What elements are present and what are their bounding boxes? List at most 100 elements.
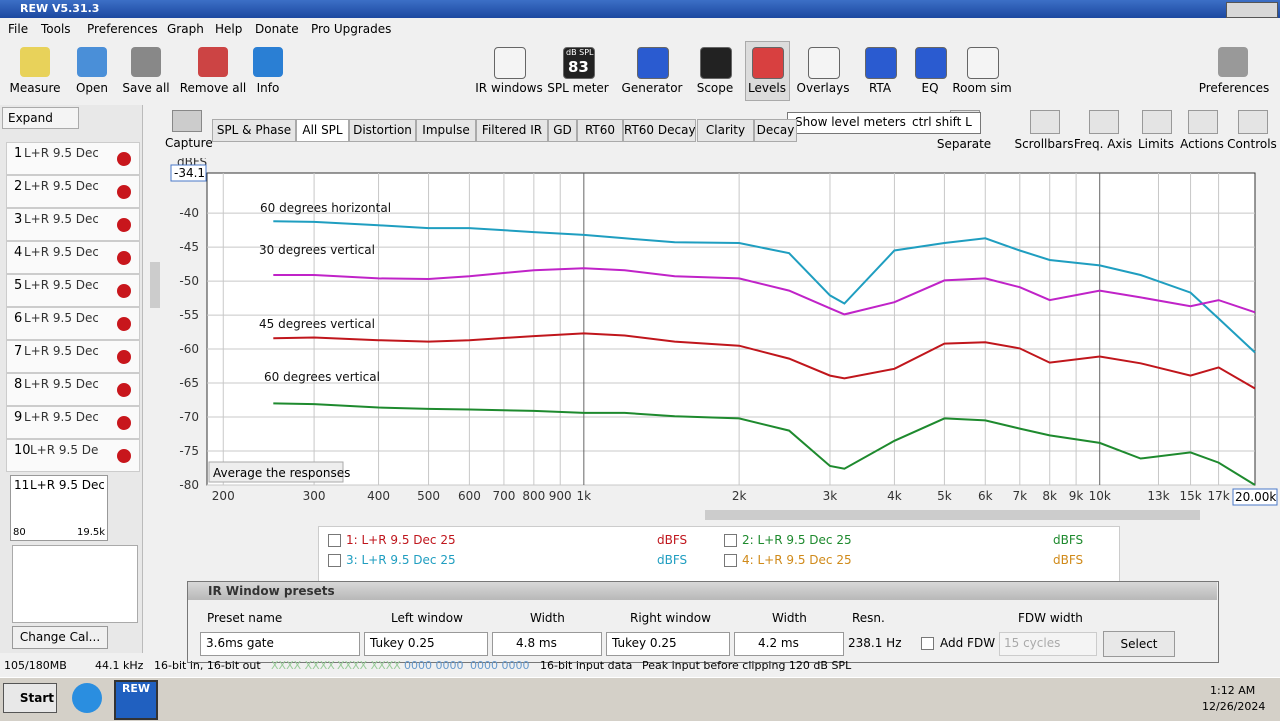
toolbar-label[interactable]: EQ <box>921 81 939 95</box>
toolbar-icon[interactable] <box>253 47 283 77</box>
tab[interactable]: Clarity <box>697 119 754 142</box>
measurement-item[interactable] <box>10 475 108 541</box>
toolbar-label[interactable]: SPL meter <box>547 81 609 95</box>
average-button[interactable] <box>208 461 344 483</box>
measurement-number: 3 <box>14 212 23 227</box>
fdw-checkbox[interactable] <box>921 637 934 650</box>
tool-icon[interactable] <box>1089 110 1119 134</box>
remove-button[interactable] <box>117 218 131 232</box>
h-scrollbar[interactable] <box>705 510 1200 520</box>
dialog-field[interactable] <box>200 632 360 656</box>
toolbar-label[interactable]: Open <box>75 81 109 95</box>
menu-item[interactable]: Pro Upgrades <box>311 22 392 36</box>
tab[interactable]: RT60 Decay <box>623 119 696 142</box>
toolbar-label[interactable]: Info <box>256 81 280 95</box>
tool-label[interactable]: Limits <box>1138 137 1174 151</box>
average-button-label[interactable]: Average the responses <box>213 466 350 480</box>
toolbar-label[interactable]: Save all <box>122 81 170 95</box>
tab[interactable]: All SPL <box>296 119 349 142</box>
toolbar-label[interactable]: RTA <box>868 81 892 95</box>
tool-icon[interactable] <box>1188 110 1218 134</box>
tool-icon[interactable] <box>1142 110 1172 134</box>
toolbar-label[interactable]: IR windows <box>475 81 543 95</box>
toolbar-icon[interactable] <box>752 47 784 79</box>
toolbar-label[interactable]: Room sim <box>952 81 1012 95</box>
menu-item[interactable]: Tools <box>41 22 71 36</box>
toolbar-icon[interactable] <box>637 47 669 79</box>
legend-checkbox[interactable] <box>724 554 737 567</box>
toolbar-label[interactable]: Overlays <box>796 81 850 95</box>
fdw-label[interactable]: Add FDW <box>940 636 996 650</box>
dialog-field[interactable] <box>492 632 602 656</box>
remove-button[interactable] <box>117 284 131 298</box>
x-tick-label: 500 <box>417 489 440 503</box>
toolbar-label[interactable]: Preferences <box>1198 81 1270 95</box>
toolbar-icon[interactable] <box>20 47 50 77</box>
capture-icon[interactable] <box>172 110 202 132</box>
tool-label[interactable]: Separate <box>936 137 992 151</box>
tab[interactable]: RT60 <box>577 119 623 142</box>
menu-item[interactable]: Graph <box>167 22 204 36</box>
capture-label[interactable]: Capture <box>165 136 213 150</box>
toolbar-icon[interactable] <box>131 47 161 77</box>
browser-icon[interactable] <box>72 683 102 713</box>
remove-button[interactable] <box>117 383 131 397</box>
close-x[interactable] <box>1184 634 1202 652</box>
toolbar-label[interactable]: Measure <box>9 81 61 95</box>
menu-item[interactable]: Donate <box>255 22 299 36</box>
tab[interactable]: Distortion <box>349 119 416 142</box>
x-tick-label: 900 <box>549 489 572 503</box>
dialog-field[interactable] <box>734 632 844 656</box>
toolbar-icon[interactable] <box>915 47 947 79</box>
tool-icon[interactable] <box>1030 110 1060 134</box>
menu-item[interactable]: File <box>8 22 29 36</box>
remove-button[interactable] <box>117 416 131 430</box>
toolbar-icon[interactable] <box>808 47 840 79</box>
toolbar-label[interactable]: Levels <box>748 81 786 95</box>
window-controls[interactable] <box>1226 2 1278 18</box>
tool-label[interactable]: Actions <box>1180 137 1224 151</box>
tab[interactable]: Decay <box>754 119 797 142</box>
toolbar-icon[interactable] <box>494 47 526 79</box>
remove-button[interactable] <box>117 185 131 199</box>
tool-label[interactable]: Scrollbars <box>1014 137 1074 151</box>
tool-icon[interactable] <box>1238 110 1268 134</box>
legend-checkbox[interactable] <box>328 554 341 567</box>
toolbar-label[interactable]: Remove all <box>179 81 247 95</box>
expand-button[interactable]: Expand <box>2 107 79 129</box>
tab[interactable]: SPL & Phase <box>212 119 296 142</box>
tool-label[interactable]: Controls <box>1227 137 1277 151</box>
menu-item[interactable]: Preferences <box>87 22 158 36</box>
toolbar-icon[interactable] <box>563 47 595 79</box>
remove-button[interactable] <box>117 317 131 331</box>
toolbar-label[interactable]: Scope <box>696 81 734 95</box>
dialog-label: Resn. <box>852 611 885 625</box>
tab[interactable]: Impulse <box>416 119 476 142</box>
remove-button[interactable] <box>117 350 131 364</box>
toolbar-icon[interactable] <box>967 47 999 79</box>
tab[interactable]: GD <box>548 119 577 142</box>
remove-button[interactable] <box>117 449 131 463</box>
menu-item[interactable]: Help <box>215 22 243 36</box>
measurement-item[interactable] <box>6 373 140 406</box>
legend-checkbox[interactable] <box>724 534 737 547</box>
legend-checkbox[interactable] <box>328 534 341 547</box>
change-cal-button[interactable]: Change Cal... <box>12 626 108 649</box>
app-button[interactable]: REW <box>114 680 158 720</box>
remove-button[interactable] <box>117 152 131 166</box>
start-button[interactable]: Start <box>3 683 57 713</box>
toolbar-icon[interactable] <box>700 47 732 79</box>
remove-button[interactable] <box>117 251 131 265</box>
dialog-field[interactable] <box>364 632 488 656</box>
toolbar-icon[interactable] <box>865 47 897 79</box>
toolbar-label[interactable]: Generator <box>621 81 683 95</box>
toolbar-icon[interactable] <box>77 47 107 77</box>
dialog-field[interactable] <box>606 632 730 656</box>
toolbar-icon[interactable] <box>1218 47 1248 77</box>
tab[interactable]: Filtered IR <box>476 119 548 142</box>
scrollbar[interactable] <box>150 262 160 308</box>
toolbar-icon[interactable] <box>198 47 228 77</box>
tool-label[interactable]: Freq. Axis <box>1073 137 1133 151</box>
measurement-label: L+R 9.5 Dec <box>24 377 98 391</box>
select-button[interactable]: Select <box>1103 631 1175 657</box>
